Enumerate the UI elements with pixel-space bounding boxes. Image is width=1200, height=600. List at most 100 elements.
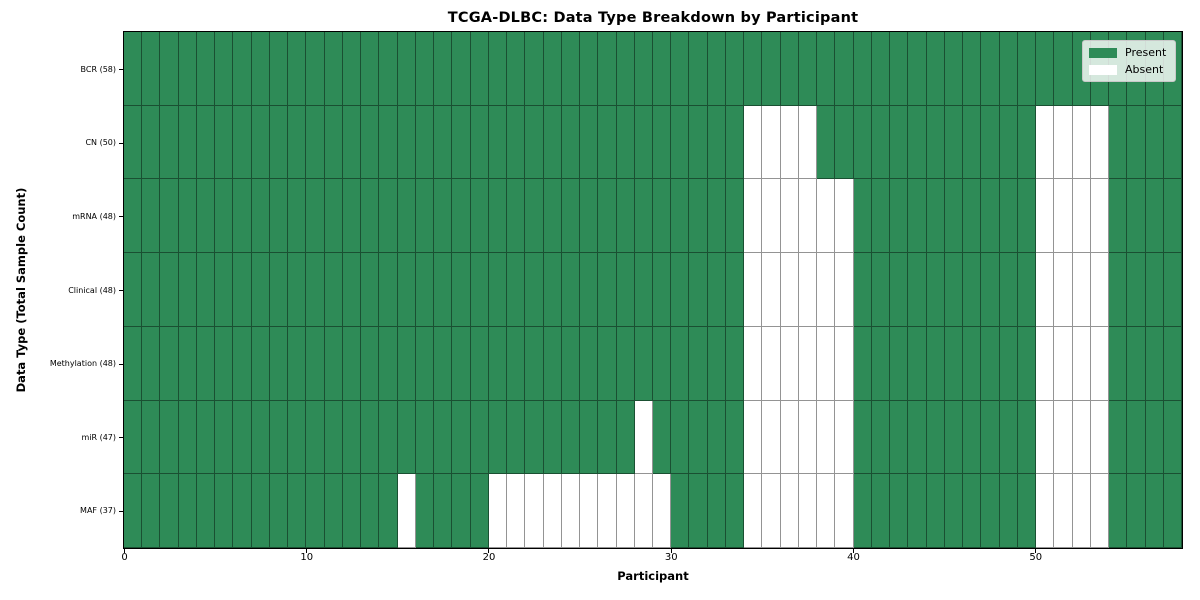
heatmap-cell — [1090, 400, 1110, 475]
heatmap-cell — [507, 32, 526, 106]
heatmap-cell — [251, 474, 270, 548]
heatmap-cell — [1017, 253, 1037, 327]
heatmap-cell — [342, 400, 362, 475]
heatmap-cell — [835, 400, 854, 475]
heatmap-cell — [580, 400, 599, 475]
heatmap-cell — [707, 253, 726, 327]
heatmap-cell — [725, 326, 745, 401]
heatmap-cell — [652, 179, 672, 254]
heatmap-cell — [926, 179, 945, 254]
heatmap-cell — [634, 179, 653, 254]
heatmap-cell — [324, 400, 343, 475]
heatmap-cell — [397, 32, 416, 106]
heatmap-cell — [251, 105, 270, 180]
heatmap-cell — [890, 253, 909, 327]
heatmap-cell — [871, 474, 891, 548]
x-axis-label: Participant — [617, 569, 689, 583]
y-tick-label: BCR (58) — [80, 64, 116, 74]
heatmap-cell — [963, 474, 982, 548]
heatmap-cell — [233, 253, 252, 327]
heatmap-cell — [1163, 105, 1182, 180]
heatmap-cell — [999, 326, 1018, 401]
heatmap-cell — [871, 326, 891, 401]
heatmap-cell — [196, 326, 216, 401]
heatmap-cell — [397, 179, 416, 254]
heatmap-cell — [890, 105, 909, 180]
heatmap-cell — [561, 253, 581, 327]
heatmap-cell — [871, 105, 891, 180]
heatmap-cell — [361, 326, 380, 401]
heatmap-cell — [452, 400, 471, 475]
heatmap-cell — [963, 179, 982, 254]
heatmap-cell — [652, 253, 672, 327]
heatmap-cell — [616, 253, 635, 327]
heatmap-cell — [215, 253, 234, 327]
heatmap-cell — [634, 326, 653, 401]
heatmap-cell — [1036, 179, 1055, 254]
heatmap-cell — [379, 326, 398, 401]
heatmap-cell — [926, 253, 945, 327]
heatmap-cell — [342, 105, 362, 180]
heatmap-cell — [963, 326, 982, 401]
heatmap-cell — [488, 105, 508, 180]
heatmap-cell — [178, 253, 197, 327]
heatmap-cell — [361, 253, 380, 327]
heatmap-cell — [178, 179, 197, 254]
heatmap-cell — [780, 400, 799, 475]
heatmap-cell — [598, 105, 617, 180]
heatmap-cell — [251, 400, 270, 475]
heatmap-cell — [707, 105, 726, 180]
heatmap-cell — [306, 400, 325, 475]
heatmap-cell — [452, 105, 471, 180]
heatmap-cell — [434, 253, 453, 327]
heatmap-cell — [251, 326, 270, 401]
heatmap-cell — [926, 400, 945, 475]
heatmap-cell — [1017, 474, 1037, 548]
heatmap-cell — [124, 32, 143, 106]
heatmap-cell — [853, 400, 872, 475]
heatmap-cell — [835, 474, 854, 548]
heatmap-cell — [725, 400, 745, 475]
heatmap-cell — [178, 326, 197, 401]
heatmap-cell — [470, 474, 489, 548]
heatmap-cell — [835, 32, 854, 106]
heatmap-cell — [744, 253, 763, 327]
heatmap-cell — [324, 32, 343, 106]
chart-title: TCGA-DLBC: Data Type Breakdown by Partic… — [447, 10, 859, 26]
legend-swatch-present-icon — [1089, 47, 1117, 58]
heatmap-grid — [124, 32, 1182, 548]
heatmap-cell — [1036, 474, 1055, 548]
heatmap-cell — [871, 253, 891, 327]
heatmap-cell — [1054, 179, 1073, 254]
heatmap-cell — [361, 32, 380, 106]
heatmap-cell — [999, 32, 1018, 106]
heatmap-cell — [798, 400, 818, 475]
heatmap-cell — [342, 474, 362, 548]
heatmap-cell — [160, 474, 179, 548]
heatmap-cell — [944, 179, 964, 254]
y-tick-mark — [119, 142, 124, 144]
heatmap-cell — [999, 400, 1018, 475]
heatmap-cell — [1054, 32, 1073, 106]
heatmap-cell — [507, 105, 526, 180]
heatmap-cell — [288, 326, 307, 401]
heatmap-cell — [543, 105, 562, 180]
heatmap-cell — [908, 253, 927, 327]
heatmap-cell — [215, 179, 234, 254]
heatmap-cell — [470, 400, 489, 475]
heatmap-cell — [963, 400, 982, 475]
heatmap-cell — [744, 326, 763, 401]
heatmap-cell — [251, 179, 270, 254]
heatmap-cell — [926, 326, 945, 401]
heatmap-cell — [1054, 326, 1073, 401]
heatmap-cell — [215, 105, 234, 180]
heatmap-cell — [707, 179, 726, 254]
heatmap-cell — [269, 32, 289, 106]
heatmap-cell — [124, 326, 143, 401]
heatmap-cell — [379, 105, 398, 180]
heatmap-cell — [634, 32, 653, 106]
legend-entry-present: Present — [1089, 47, 1169, 58]
heatmap-cell — [926, 105, 945, 180]
heatmap-cell — [251, 32, 270, 106]
heatmap-cell — [142, 179, 161, 254]
